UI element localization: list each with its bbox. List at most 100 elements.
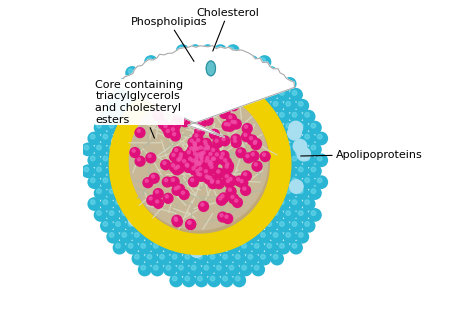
- Circle shape: [192, 159, 202, 169]
- Circle shape: [195, 252, 208, 265]
- Circle shape: [135, 167, 139, 172]
- Ellipse shape: [146, 111, 152, 116]
- Ellipse shape: [141, 116, 147, 122]
- Circle shape: [169, 126, 179, 136]
- Circle shape: [247, 135, 257, 145]
- Circle shape: [201, 106, 204, 109]
- Polygon shape: [116, 45, 294, 137]
- Circle shape: [101, 176, 113, 188]
- Circle shape: [204, 243, 209, 248]
- Circle shape: [186, 164, 189, 167]
- Circle shape: [128, 243, 133, 248]
- Circle shape: [227, 132, 239, 145]
- Circle shape: [126, 154, 138, 167]
- Circle shape: [252, 176, 264, 188]
- Circle shape: [186, 220, 196, 230]
- Ellipse shape: [174, 230, 181, 234]
- Circle shape: [223, 80, 228, 84]
- Circle shape: [225, 83, 238, 96]
- Circle shape: [185, 167, 190, 172]
- Circle shape: [217, 47, 221, 52]
- Circle shape: [252, 132, 264, 145]
- Circle shape: [185, 254, 190, 259]
- Ellipse shape: [202, 90, 209, 94]
- Circle shape: [201, 242, 214, 254]
- Circle shape: [119, 187, 132, 199]
- Ellipse shape: [188, 90, 195, 95]
- Circle shape: [221, 194, 224, 197]
- Circle shape: [147, 254, 152, 259]
- Circle shape: [109, 73, 291, 255]
- Ellipse shape: [237, 209, 243, 214]
- Circle shape: [220, 209, 233, 221]
- Circle shape: [195, 209, 208, 221]
- Circle shape: [217, 170, 220, 173]
- Circle shape: [168, 232, 182, 245]
- Circle shape: [107, 143, 119, 155]
- Circle shape: [135, 128, 145, 138]
- Circle shape: [157, 78, 170, 90]
- Circle shape: [107, 99, 119, 112]
- Ellipse shape: [198, 224, 205, 228]
- Circle shape: [292, 134, 297, 139]
- Circle shape: [267, 156, 272, 161]
- Circle shape: [220, 156, 223, 159]
- Circle shape: [169, 85, 182, 98]
- Circle shape: [113, 132, 126, 145]
- Ellipse shape: [242, 205, 247, 210]
- Circle shape: [236, 145, 240, 150]
- Ellipse shape: [270, 157, 274, 164]
- Circle shape: [173, 80, 177, 84]
- Circle shape: [163, 193, 173, 203]
- Circle shape: [198, 162, 201, 165]
- Circle shape: [128, 134, 133, 139]
- Circle shape: [233, 56, 246, 68]
- Circle shape: [191, 69, 196, 74]
- Circle shape: [198, 233, 202, 237]
- Circle shape: [202, 151, 205, 154]
- Circle shape: [211, 148, 215, 151]
- Circle shape: [239, 132, 252, 145]
- Circle shape: [195, 121, 208, 134]
- Circle shape: [126, 176, 138, 188]
- Circle shape: [239, 154, 252, 167]
- Circle shape: [220, 252, 233, 265]
- Circle shape: [101, 154, 113, 167]
- Circle shape: [157, 209, 170, 221]
- Circle shape: [227, 198, 239, 210]
- Circle shape: [135, 233, 139, 237]
- Circle shape: [141, 112, 146, 117]
- Circle shape: [255, 156, 259, 161]
- Ellipse shape: [141, 134, 146, 141]
- Circle shape: [113, 198, 126, 210]
- Circle shape: [198, 80, 202, 84]
- Circle shape: [138, 176, 151, 188]
- Circle shape: [229, 119, 239, 129]
- Circle shape: [138, 111, 151, 123]
- Ellipse shape: [181, 222, 187, 226]
- Circle shape: [189, 67, 201, 79]
- Circle shape: [296, 231, 309, 243]
- Circle shape: [260, 152, 270, 161]
- Circle shape: [151, 132, 164, 145]
- Circle shape: [207, 93, 217, 103]
- Circle shape: [208, 93, 217, 103]
- Circle shape: [145, 143, 157, 155]
- Circle shape: [219, 151, 229, 161]
- Circle shape: [197, 166, 207, 176]
- Circle shape: [189, 154, 201, 167]
- Circle shape: [208, 56, 220, 68]
- Circle shape: [191, 159, 194, 162]
- Circle shape: [122, 189, 127, 193]
- Circle shape: [119, 231, 132, 243]
- Ellipse shape: [216, 231, 222, 235]
- Circle shape: [116, 200, 120, 205]
- Circle shape: [164, 179, 168, 182]
- Circle shape: [172, 128, 174, 131]
- Circle shape: [290, 242, 302, 254]
- Circle shape: [187, 151, 190, 154]
- Circle shape: [264, 242, 277, 254]
- Ellipse shape: [263, 191, 268, 197]
- Circle shape: [205, 117, 209, 120]
- Circle shape: [131, 95, 269, 233]
